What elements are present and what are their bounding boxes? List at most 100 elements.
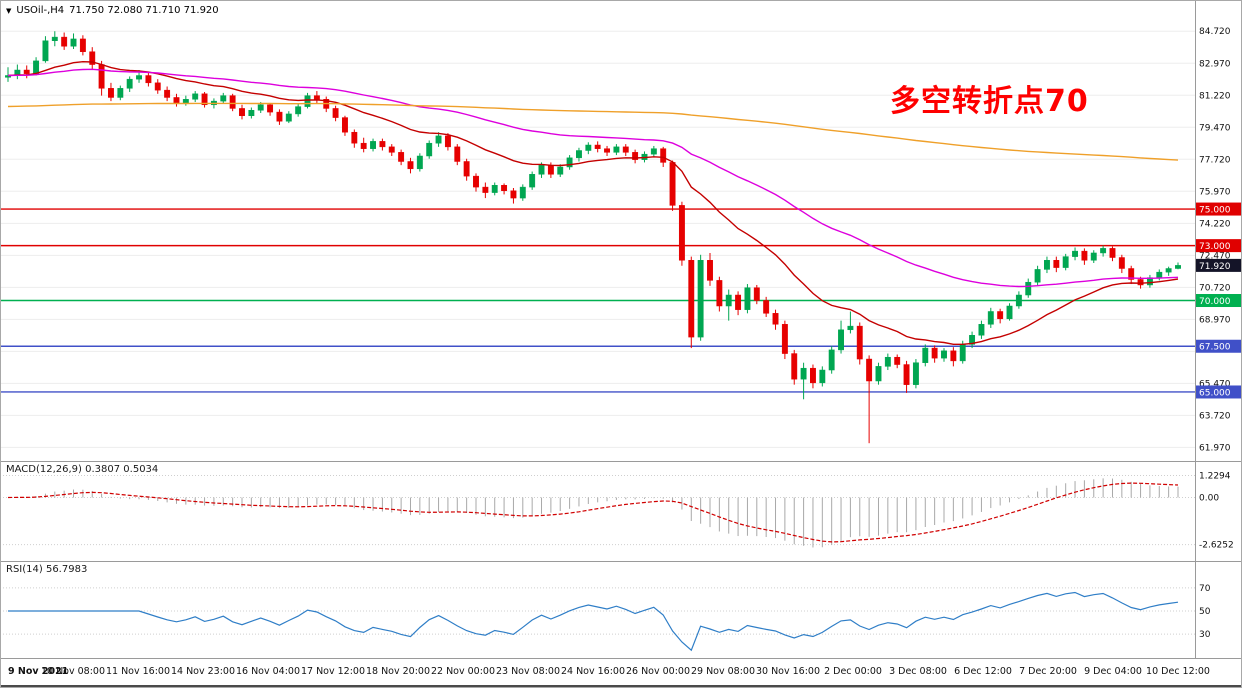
candle-body <box>220 95 227 102</box>
candle-body <box>117 88 124 98</box>
chart-dropdown-icon[interactable]: ▼ <box>6 6 12 15</box>
candle-body <box>360 142 367 149</box>
candle-body <box>697 260 704 338</box>
candle-body <box>5 75 11 78</box>
candle-body <box>725 294 732 307</box>
candle-body <box>547 164 554 175</box>
candle-body <box>229 95 236 109</box>
candle-body <box>1175 265 1181 269</box>
ohlc-values-label: 71.750 72.080 71.710 71.920 <box>69 5 219 16</box>
candle-body <box>604 148 610 153</box>
candle-body <box>576 150 582 159</box>
candle-body <box>847 325 854 331</box>
time-axis-label: 26 Nov 00:00 <box>626 666 690 677</box>
candle-body <box>285 113 292 122</box>
candle-body <box>1100 248 1107 254</box>
candle-body <box>810 367 816 384</box>
price-tick-label: 77.720 <box>1199 155 1231 165</box>
candle-body <box>276 111 283 122</box>
price-tick-label: 70.720 <box>1199 283 1231 293</box>
candle-body <box>370 141 376 149</box>
candle-body <box>51 36 58 42</box>
candle-body <box>182 99 189 104</box>
candle-body <box>407 161 414 170</box>
candle-body <box>866 358 873 382</box>
candle-body <box>173 97 180 104</box>
candle-body <box>791 353 798 380</box>
candle-body <box>688 260 695 338</box>
level-badge <box>1196 385 1241 399</box>
candle-body <box>1109 248 1116 258</box>
ma-slow-orange <box>7 102 1179 161</box>
level-badge-label: 65.000 <box>1199 388 1231 398</box>
time-axis-label: 11 Nov 16:00 <box>106 666 170 677</box>
time-axis-label: 30 Nov 16:00 <box>756 666 820 677</box>
candle-body <box>154 82 161 91</box>
candle-body <box>529 174 536 188</box>
candle-body <box>557 166 564 175</box>
candle-body <box>969 335 976 345</box>
candle-body <box>707 260 713 281</box>
candle-body <box>884 356 891 367</box>
candle-body <box>267 104 274 113</box>
candle-body <box>313 95 320 100</box>
current-price-badge-label: 71.920 <box>1199 262 1231 272</box>
candle-body <box>753 287 760 301</box>
candle-body <box>351 131 358 144</box>
macd-indicator-label: MACD(12,26,9) 0.3807 0.5034 <box>6 464 159 475</box>
time-axis-label: 9 Dec 04:00 <box>1084 666 1142 677</box>
candle-body <box>454 146 461 162</box>
price-tick-label: 82.970 <box>1199 59 1231 69</box>
candle-body <box>669 162 676 206</box>
candle-body <box>79 38 86 52</box>
candle-body <box>763 300 770 314</box>
candle-body <box>716 280 723 307</box>
time-axis-label: 22 Nov 00:00 <box>431 666 495 677</box>
candle-body <box>98 64 105 89</box>
time-axis-label: 23 Nov 08:00 <box>496 666 560 677</box>
candle-body <box>491 185 498 193</box>
window-bottom-edge <box>0 685 1242 688</box>
price-tick-label: 65.470 <box>1199 379 1231 389</box>
rsi-tick-label: 70 <box>1199 584 1211 594</box>
candle-body <box>201 93 208 106</box>
time-axis-label: 29 Nov 08:00 <box>691 666 755 677</box>
candle-body <box>650 148 657 155</box>
candle-body <box>959 344 966 362</box>
time-axis-label: 10 Nov 08:00 <box>41 666 105 677</box>
candle-body <box>501 185 508 192</box>
time-axis-label: 7 Dec 20:00 <box>1019 666 1077 677</box>
candle-body <box>70 38 77 47</box>
candle-body <box>164 89 171 98</box>
time-axis-label: 3 Dec 08:00 <box>889 666 947 677</box>
price-tick-label: 61.970 <box>1199 443 1231 453</box>
candle-body <box>800 367 807 380</box>
candle-body <box>342 117 348 133</box>
candle-body <box>585 144 592 151</box>
level-badge-label: 67.500 <box>1199 343 1231 353</box>
candle-body <box>941 350 947 359</box>
candle-body <box>519 186 526 199</box>
candle-body <box>613 146 620 153</box>
candle-body <box>426 142 433 157</box>
price-tick-label: 72.470 <box>1199 251 1231 261</box>
time-axis-label: 24 Nov 16:00 <box>561 666 625 677</box>
candle-body <box>819 369 826 384</box>
price-tick-label: 74.220 <box>1199 219 1231 229</box>
price-tick-label: 79.470 <box>1199 123 1231 133</box>
candle-body <box>744 287 751 310</box>
candle-body <box>1062 256 1069 268</box>
time-axis-label: 16 Nov 04:00 <box>236 666 300 677</box>
price-tick-label: 68.970 <box>1199 315 1231 325</box>
candle-body <box>566 157 573 168</box>
macd-signal-line <box>7 482 1179 543</box>
candle-body <box>538 164 545 175</box>
candle-body <box>388 146 395 153</box>
rsi-indicator-label: RSI(14) 56.7983 <box>6 564 88 575</box>
ma-fast-red <box>7 60 1179 345</box>
candle-body <box>1118 257 1125 269</box>
candle-body <box>950 350 957 362</box>
chart-text-annotation: 多空转折点70 <box>890 84 1089 119</box>
